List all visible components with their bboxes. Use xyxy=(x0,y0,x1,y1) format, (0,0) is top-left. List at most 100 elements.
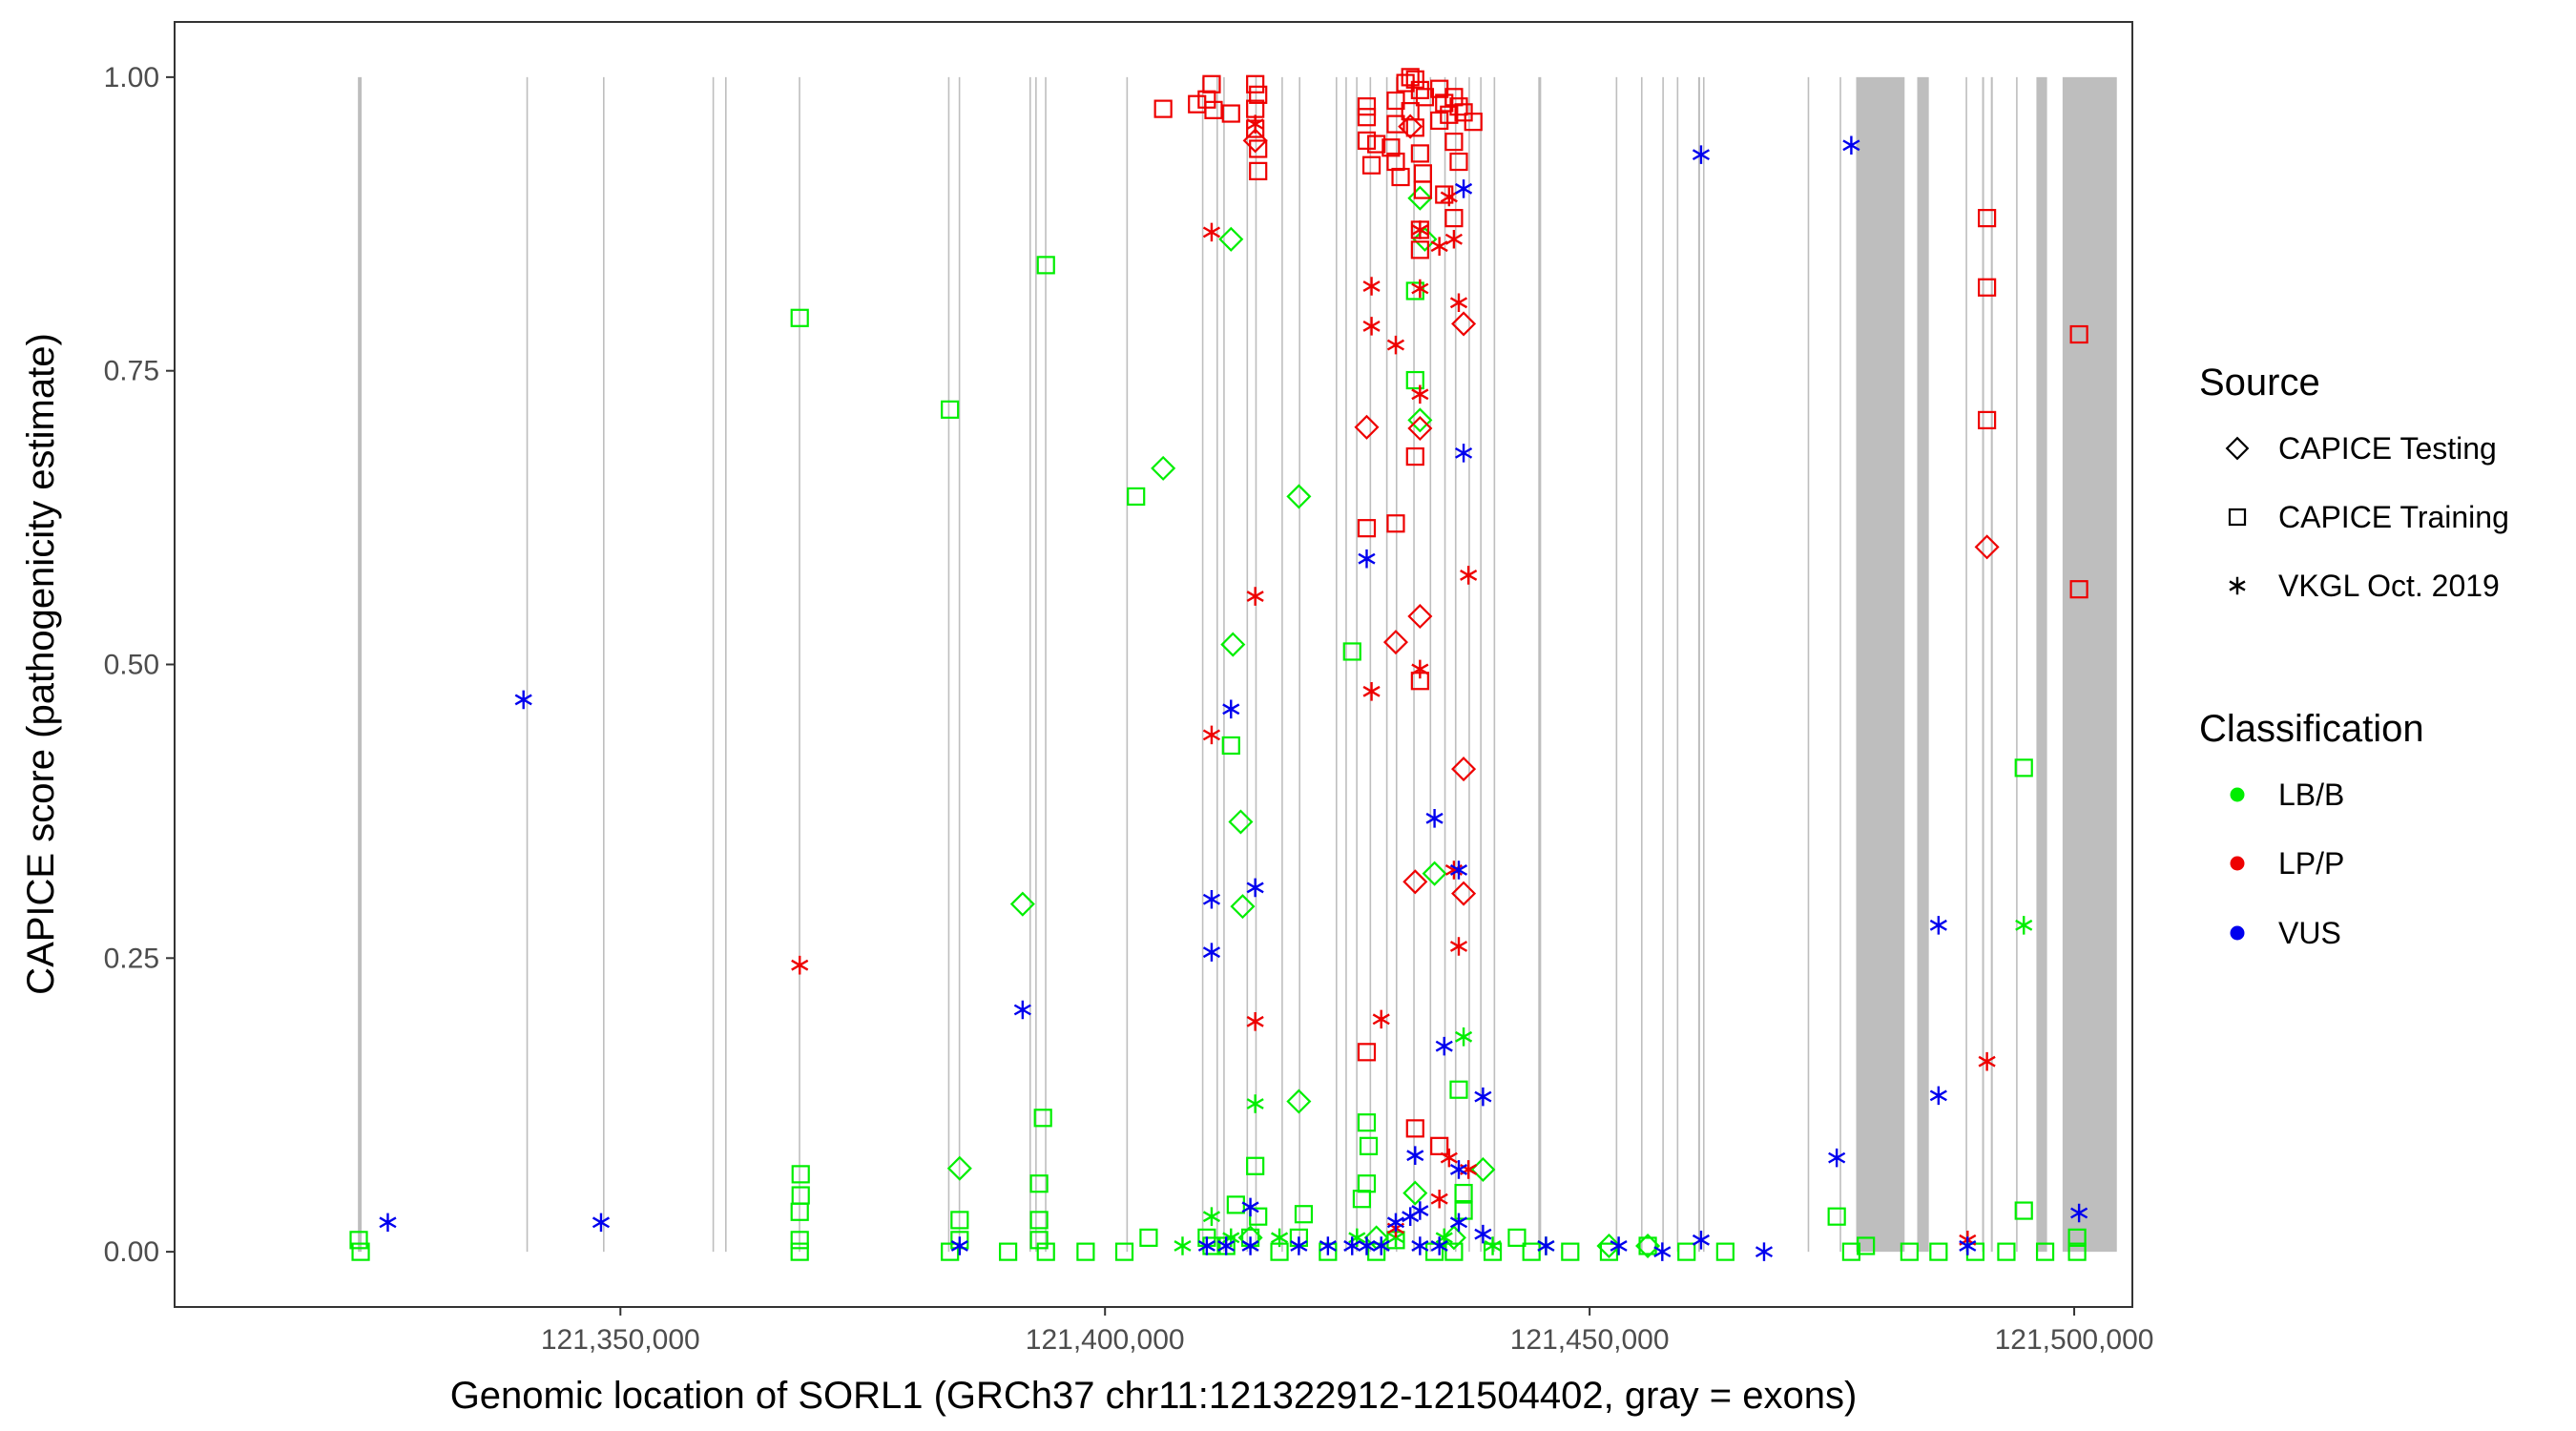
exon-band xyxy=(1615,76,1618,1253)
exon-band xyxy=(1990,76,1993,1253)
data-point xyxy=(379,1213,397,1233)
data-point xyxy=(1929,1242,1948,1261)
data-point xyxy=(1009,891,1035,917)
data-point xyxy=(1430,1236,1448,1255)
data-point xyxy=(1220,632,1246,657)
data-point xyxy=(1359,1136,1379,1155)
data-point xyxy=(1978,1051,1996,1071)
data-point xyxy=(2015,916,2033,935)
data-point xyxy=(1242,128,1268,154)
data-point xyxy=(791,1165,810,1184)
exon-band xyxy=(358,76,363,1253)
data-point xyxy=(1929,916,1947,935)
data-point xyxy=(1411,1236,1429,1255)
data-point xyxy=(1221,736,1240,756)
y-tick-label: 0.75 xyxy=(104,356,159,387)
data-point xyxy=(1959,1236,1977,1255)
y-axis-title: CAPICE score (pathogenicity estimate) xyxy=(20,333,62,995)
data-point xyxy=(1221,104,1240,123)
exon-band xyxy=(1335,76,1338,1253)
data-point xyxy=(1357,131,1377,150)
data-point xyxy=(1033,1109,1052,1128)
exon-band xyxy=(1028,76,1031,1253)
legend-classification-title: Classification xyxy=(2199,708,2424,750)
data-point xyxy=(2014,1201,2033,1220)
y-tick-label: 0.00 xyxy=(104,1236,159,1268)
data-point xyxy=(1357,97,1377,116)
data-point xyxy=(1357,1174,1377,1193)
data-point xyxy=(1294,1205,1314,1224)
data-point xyxy=(2070,1203,2088,1223)
legend-key-dot xyxy=(2230,787,2245,802)
data-point xyxy=(1444,209,1464,228)
data-point xyxy=(1449,861,1468,880)
data-point xyxy=(1410,80,1429,100)
data-point xyxy=(1425,809,1444,828)
data-point xyxy=(1241,1236,1259,1255)
data-point xyxy=(1139,1228,1158,1247)
data-point xyxy=(941,1242,960,1261)
data-point xyxy=(1411,1201,1429,1220)
data-point xyxy=(1411,659,1429,679)
data-point xyxy=(1286,1089,1312,1114)
series-lp-p-diamond xyxy=(1242,114,2000,906)
exon-band xyxy=(1246,76,1249,1253)
data-point xyxy=(1635,1233,1661,1259)
data-point xyxy=(1411,279,1429,299)
data-point xyxy=(1246,114,1264,134)
data-point xyxy=(1449,1080,1468,1099)
data-point xyxy=(1386,114,1405,134)
data-point xyxy=(1507,1228,1527,1247)
exon-band xyxy=(1697,76,1700,1253)
data-point xyxy=(1451,881,1477,906)
data-point xyxy=(1610,1236,1628,1255)
data-point xyxy=(1013,1000,1031,1020)
data-point xyxy=(1174,1236,1192,1255)
data-point xyxy=(791,955,809,975)
data-point xyxy=(1402,1180,1428,1206)
exon-band xyxy=(603,76,605,1253)
data-point xyxy=(1246,74,1265,93)
data-point xyxy=(1381,138,1401,157)
data-point xyxy=(1386,1213,1405,1233)
data-point xyxy=(1396,73,1415,93)
exon-band xyxy=(1201,76,1204,1253)
exon-band xyxy=(2016,76,2018,1253)
exon-band xyxy=(1385,76,1388,1253)
data-point xyxy=(1372,1009,1390,1029)
data-point xyxy=(1218,226,1244,252)
exon-band xyxy=(1807,76,1810,1253)
data-point xyxy=(1151,455,1176,481)
data-point xyxy=(1405,1119,1424,1138)
exon-band xyxy=(947,76,950,1253)
data-point xyxy=(1405,370,1424,390)
data-point xyxy=(1202,1236,1221,1255)
data-point xyxy=(349,1231,368,1250)
data-point xyxy=(1246,1012,1264,1031)
data-point xyxy=(1449,293,1468,313)
data-point xyxy=(1410,240,1429,259)
data-point xyxy=(1677,1242,1696,1261)
exon-band xyxy=(1281,76,1283,1253)
data-point xyxy=(1358,549,1376,569)
data-point xyxy=(2069,324,2088,344)
data-point xyxy=(1430,111,1449,131)
data-point xyxy=(1407,415,1433,442)
data-point xyxy=(1599,1242,1619,1261)
exon-band xyxy=(1917,76,1929,1253)
data-point xyxy=(1228,809,1254,835)
data-point xyxy=(1638,1236,1657,1255)
legend-key-dot xyxy=(2230,856,2245,871)
exon-band xyxy=(526,76,529,1253)
y-axis: 0.00 0.25 0.50 0.75 1.00 xyxy=(104,62,175,1268)
data-point xyxy=(1997,1242,2016,1261)
exon-band xyxy=(1126,76,1129,1253)
data-point xyxy=(1202,1207,1221,1226)
data-point xyxy=(1246,587,1264,606)
data-point xyxy=(1249,1207,1268,1226)
data-point xyxy=(1444,1242,1464,1261)
data-point xyxy=(1357,519,1377,538)
exon-band xyxy=(1369,76,1372,1253)
data-point xyxy=(1357,1113,1377,1132)
